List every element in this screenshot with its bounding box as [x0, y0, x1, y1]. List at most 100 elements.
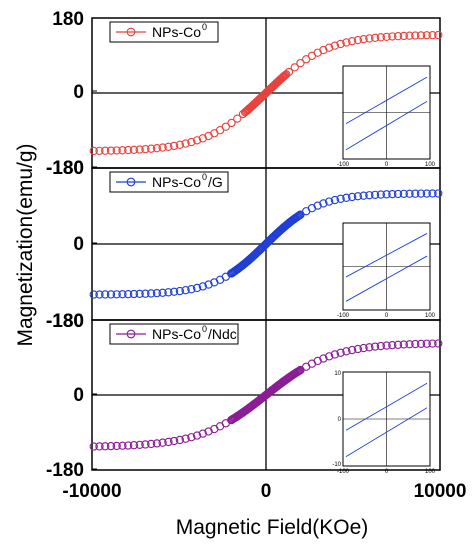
- data-point: [152, 288, 162, 298]
- data-point: [388, 189, 397, 199]
- data-point: [101, 146, 110, 155]
- data-point: [147, 144, 156, 153]
- data-point: [181, 286, 190, 295]
- data-point: [330, 195, 340, 205]
- data-point: [158, 438, 167, 447]
- inset-x-tick: 100: [425, 313, 436, 319]
- data-point: [129, 289, 139, 299]
- data-point: [175, 435, 185, 445]
- data-point: [325, 352, 334, 361]
- inset-x-tick: -100: [337, 469, 350, 475]
- legend-suffix: /Ndc: [208, 326, 237, 342]
- data-point: [370, 33, 380, 42]
- legend-1: NPs-Co 0: [109, 21, 219, 43]
- data-point: [347, 37, 357, 46]
- data-point: [365, 191, 374, 200]
- data-point: [118, 146, 127, 155]
- data-point: [290, 63, 299, 72]
- inset-y-tick: -10: [332, 462, 341, 468]
- y-tick-label: -180: [46, 158, 84, 179]
- data-point: [295, 366, 305, 375]
- data-point: [192, 431, 202, 440]
- inset-2: -100 0 100: [337, 222, 436, 319]
- inset-y-tick: 10: [334, 371, 341, 377]
- data-point: [204, 280, 213, 289]
- data-point: [141, 144, 150, 154]
- data-point: [325, 197, 334, 206]
- data-point: [428, 339, 437, 348]
- data-point: [376, 190, 385, 199]
- data-series-3: [89, 339, 443, 451]
- data-point: [399, 31, 408, 41]
- legend-2: NPs-Co 0/G: [109, 171, 229, 193]
- data-point: [282, 70, 291, 79]
- data-point: [198, 429, 207, 438]
- data-point: [382, 32, 391, 41]
- data-point: [365, 34, 374, 43]
- y-tick-label: -180: [46, 158, 84, 179]
- data-point: [313, 201, 322, 210]
- data-point: [388, 340, 397, 350]
- data-point: [141, 440, 150, 449]
- data-point: [353, 192, 363, 201]
- data-point: [428, 31, 437, 40]
- inset-x-tick: 0: [385, 469, 389, 475]
- data-point: [280, 71, 289, 81]
- data-point: [405, 189, 414, 198]
- data-point: [124, 441, 133, 450]
- data-point: [382, 190, 391, 199]
- data-point: [428, 189, 437, 198]
- x-axis-label: Magnetic Field(KOe): [176, 516, 369, 539]
- inset-branch-lower: [345, 255, 428, 302]
- data-point: [296, 58, 305, 68]
- inset-x-tick: 100: [425, 469, 436, 475]
- data-point: [192, 283, 202, 293]
- data-point: [112, 146, 121, 155]
- legend-suffix: /G: [208, 174, 223, 190]
- data-point: [118, 290, 127, 299]
- y-tick-label: -180: [46, 311, 84, 332]
- x-tick-label: 10000: [414, 481, 467, 502]
- data-point: [164, 142, 173, 151]
- data-point: [95, 290, 104, 299]
- data-point: [106, 146, 116, 155]
- data-point: [319, 45, 328, 55]
- data-point: [330, 350, 340, 359]
- data-point: [152, 144, 162, 153]
- data-point: [388, 32, 397, 41]
- legend-superscript: 0: [202, 22, 207, 32]
- data-point: [227, 118, 236, 128]
- data-point: [416, 31, 426, 40]
- data-point: [95, 442, 104, 451]
- data-point: [152, 439, 162, 448]
- data-point: [169, 436, 179, 446]
- data-point: [416, 339, 426, 349]
- data-point: [175, 140, 185, 149]
- data-point: [198, 134, 207, 143]
- data-point: [158, 143, 167, 152]
- data-point: [147, 289, 156, 298]
- data-point: [382, 341, 391, 350]
- data-point: [118, 441, 127, 450]
- data-point: [281, 70, 290, 80]
- inset-x-tick: -100: [337, 162, 350, 168]
- data-point: [319, 199, 328, 208]
- data-point: [411, 339, 420, 349]
- data-point: [399, 340, 408, 349]
- data-point: [141, 289, 150, 298]
- y-tick-label: 0: [73, 234, 84, 255]
- y-axis-label: Magnetization(emu/g): [14, 143, 37, 346]
- x-tick-label: -10000: [62, 481, 121, 502]
- data-point: [187, 137, 196, 147]
- data-point: [295, 210, 305, 220]
- data-point: [112, 441, 121, 451]
- data-point: [106, 441, 116, 451]
- legend-label: NPs-Co: [152, 174, 201, 190]
- data-point: [187, 285, 196, 294]
- data-point: [347, 192, 357, 202]
- inset-x-tick: 0: [385, 313, 389, 319]
- data-point: [336, 194, 345, 203]
- data-point: [359, 35, 368, 44]
- data-point: [422, 31, 431, 40]
- legend-box: [109, 323, 239, 345]
